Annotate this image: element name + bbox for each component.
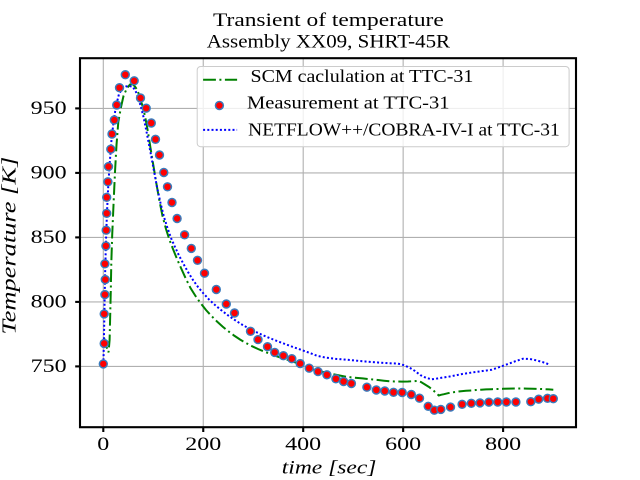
svg-text:NETFLOW++/COBRA-IV-I at TTC-31: NETFLOW++/COBRA-IV-I at TTC-31 — [248, 120, 560, 140]
svg-text:800: 800 — [31, 292, 67, 313]
svg-text:0: 0 — [97, 434, 109, 455]
svg-text:Assembly XX09, SHRT-45R: Assembly XX09, SHRT-45R — [207, 31, 451, 52]
svg-text:950: 950 — [31, 98, 67, 119]
svg-text:SCM caclulation at TTC-31: SCM caclulation at TTC-31 — [251, 66, 474, 86]
svg-text:850: 850 — [31, 227, 67, 248]
svg-text:200: 200 — [185, 434, 221, 455]
svg-text:Temperature [K]: Temperature [K] — [0, 157, 21, 335]
svg-text:400: 400 — [285, 434, 321, 455]
svg-text:Measurement at TTC-31: Measurement at TTC-31 — [247, 93, 450, 113]
svg-text:800: 800 — [485, 434, 521, 455]
svg-text:time [sec]: time [sec] — [282, 458, 377, 479]
svg-text:600: 600 — [385, 434, 421, 455]
svg-text:Transient of temperature: Transient of temperature — [213, 10, 444, 31]
svg-text:900: 900 — [31, 163, 67, 184]
svg-text:750: 750 — [31, 356, 67, 377]
